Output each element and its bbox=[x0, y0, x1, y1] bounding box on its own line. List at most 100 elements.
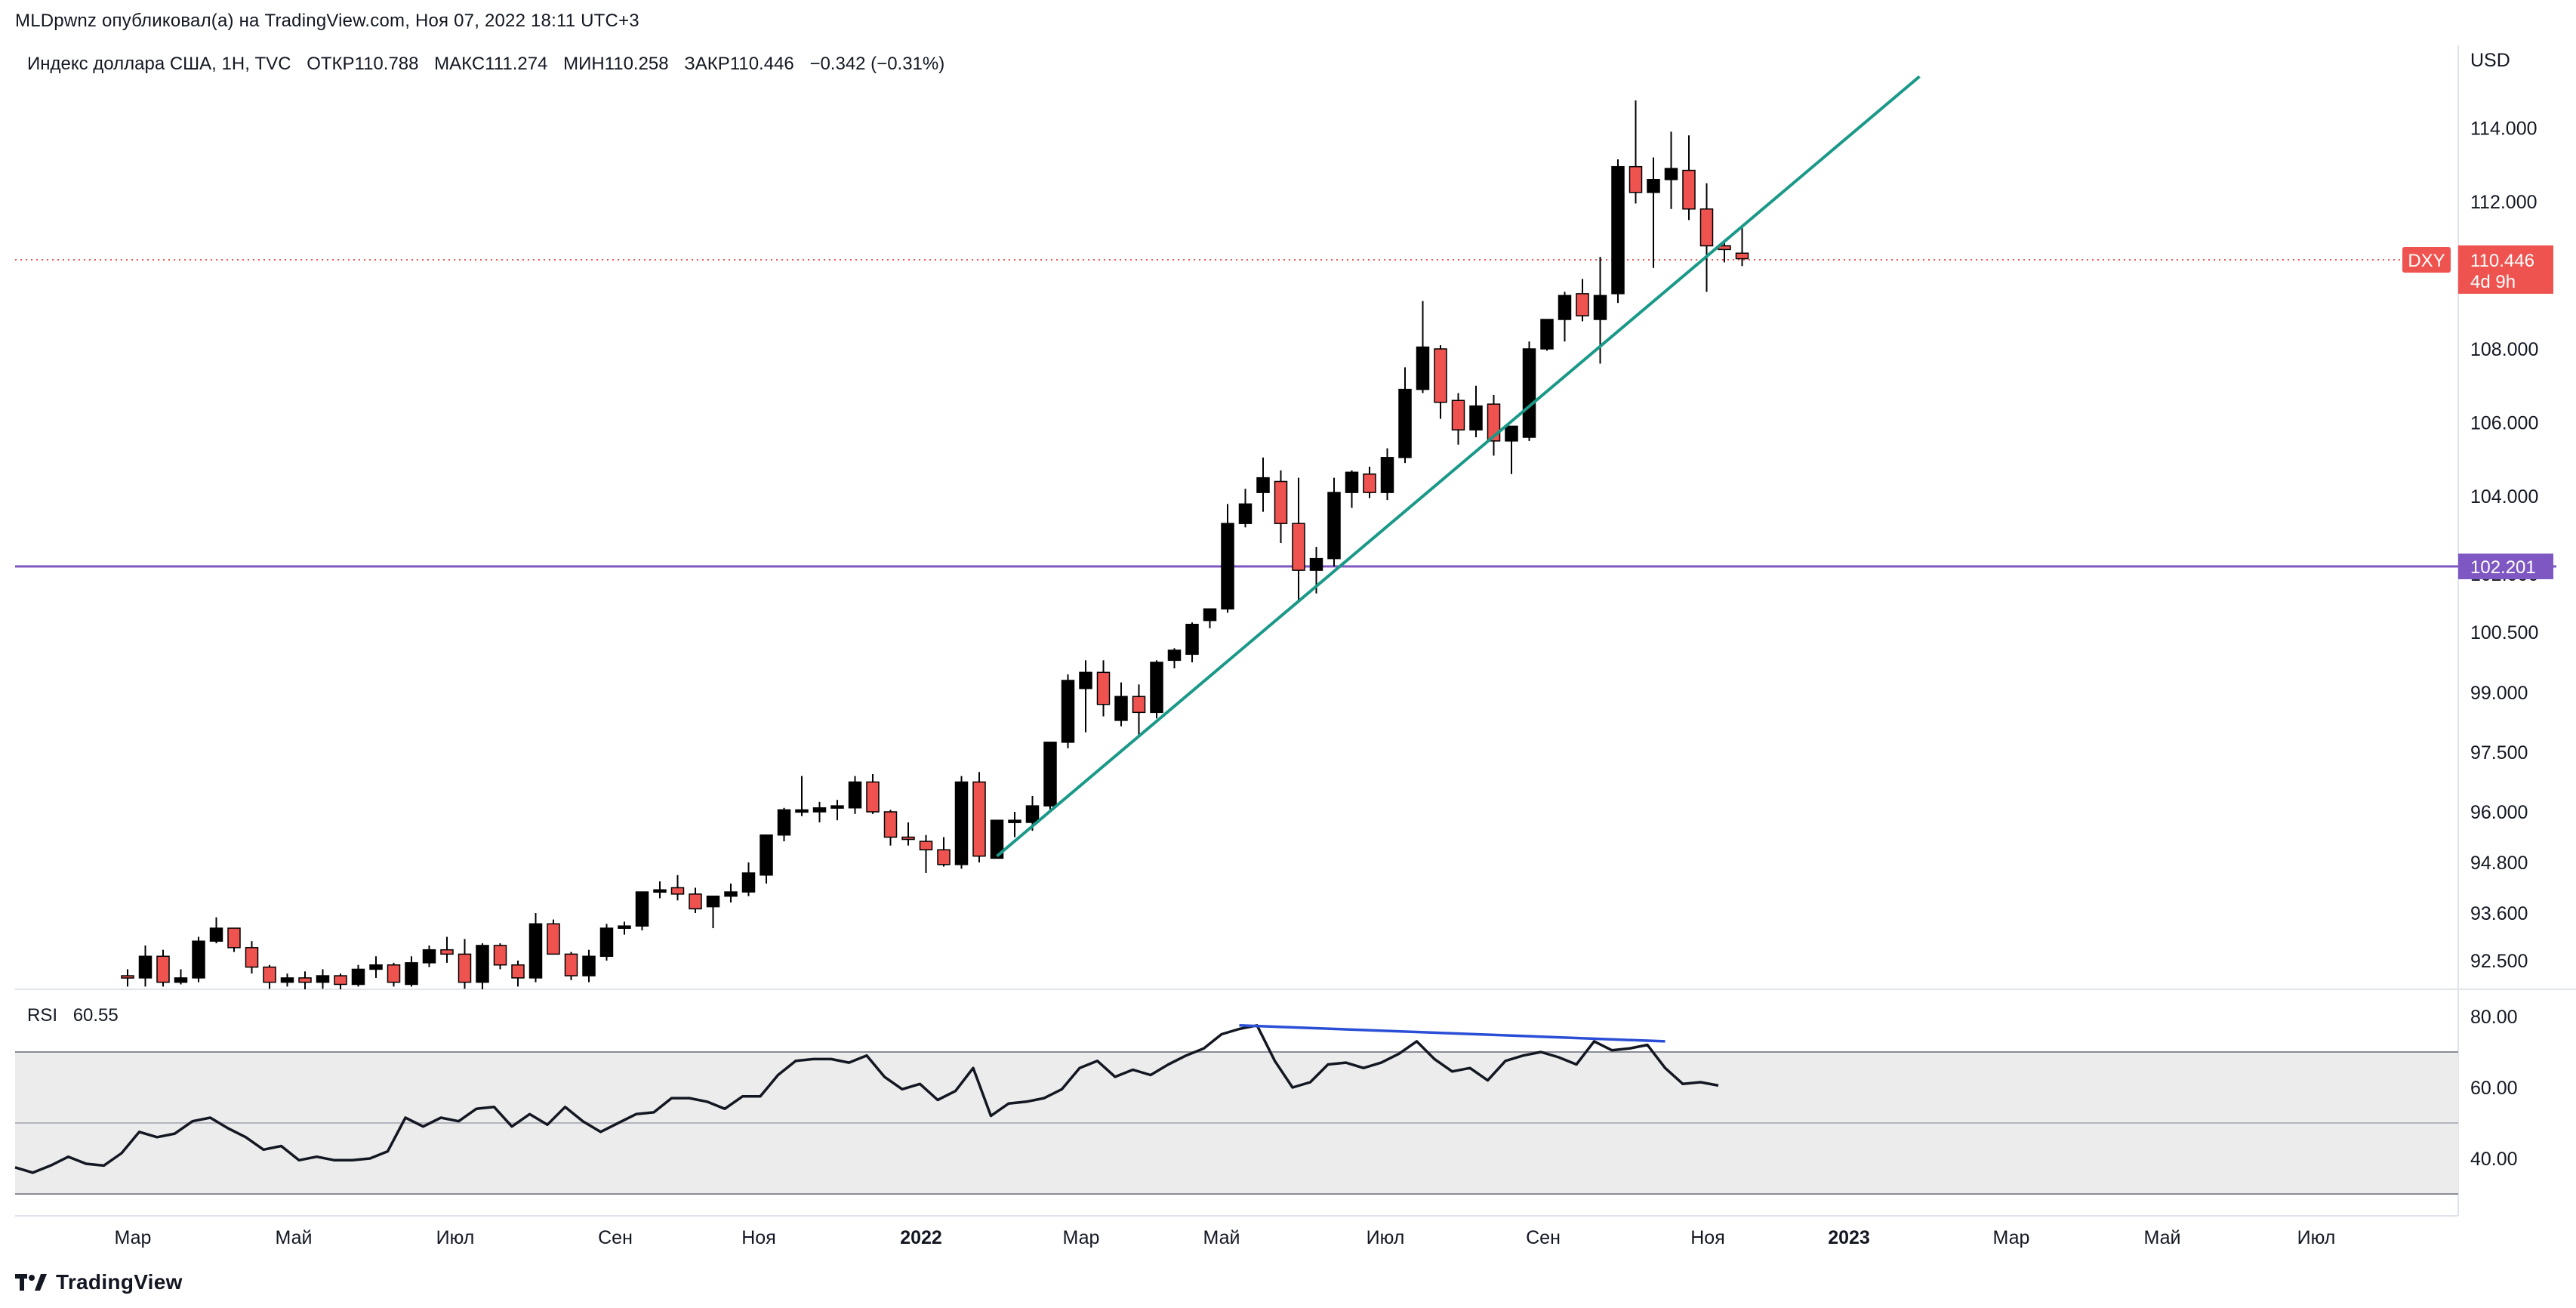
candle bbox=[1185, 622, 1199, 662]
candle-body bbox=[511, 964, 525, 979]
time-tick-label: Май bbox=[276, 1227, 313, 1248]
candle bbox=[528, 913, 543, 983]
trend-line[interactable] bbox=[996, 75, 1921, 858]
candle-body bbox=[954, 781, 969, 865]
candle bbox=[901, 822, 915, 846]
candle bbox=[476, 943, 489, 989]
rsi-tick-label: 40.00 bbox=[2470, 1149, 2518, 1170]
candle bbox=[405, 956, 418, 987]
candle-body bbox=[1150, 662, 1163, 714]
candle-body bbox=[795, 809, 809, 813]
candle bbox=[1576, 279, 1589, 322]
candle-body bbox=[280, 977, 294, 983]
time-tick-label: Сен bbox=[598, 1227, 633, 1248]
candle bbox=[1611, 159, 1625, 304]
time-tick-label: Ноя bbox=[1690, 1227, 1725, 1248]
candle-body bbox=[316, 975, 330, 983]
level-price-value: 102.201 bbox=[2470, 557, 2536, 578]
candle bbox=[1256, 457, 1270, 512]
candle bbox=[1416, 301, 1430, 393]
candle-body bbox=[1079, 671, 1092, 689]
candle bbox=[1469, 385, 1483, 437]
candle-body bbox=[724, 891, 738, 897]
candle bbox=[387, 962, 401, 987]
candle-body bbox=[1096, 671, 1111, 705]
candle bbox=[511, 961, 525, 987]
candle bbox=[1628, 100, 1643, 204]
candle-body bbox=[972, 781, 986, 857]
candle-body bbox=[1061, 680, 1075, 743]
candle bbox=[1664, 131, 1678, 209]
candle bbox=[1221, 504, 1234, 613]
candle-body bbox=[1008, 819, 1021, 823]
candle-body bbox=[1540, 319, 1554, 350]
candle bbox=[848, 776, 862, 814]
candle-body bbox=[1593, 295, 1607, 320]
candle-body bbox=[1416, 346, 1430, 390]
symbol-tag bbox=[2402, 247, 2451, 273]
candle-body bbox=[1292, 523, 1305, 571]
candle bbox=[883, 810, 898, 846]
candle-body bbox=[1398, 388, 1412, 458]
candle-body bbox=[883, 811, 898, 838]
candle-body bbox=[812, 807, 827, 813]
tradingview-logo[interactable]: TradingView bbox=[15, 1269, 183, 1296]
candle-body bbox=[405, 962, 418, 986]
candle-body bbox=[1203, 608, 1217, 622]
candle-body bbox=[1505, 425, 1518, 442]
candle-body bbox=[458, 953, 472, 983]
candle bbox=[1150, 660, 1163, 719]
price-tick-label: 112.000 bbox=[2470, 192, 2537, 213]
time-tick-label: Ноя bbox=[741, 1227, 776, 1248]
rsi-line bbox=[14, 1024, 1719, 1174]
candle bbox=[1274, 470, 1288, 543]
candle bbox=[1203, 608, 1217, 628]
candle-body bbox=[1699, 208, 1714, 247]
candle-body bbox=[1735, 252, 1749, 260]
candle bbox=[1043, 742, 1057, 810]
candle-body bbox=[1682, 169, 1696, 210]
candle bbox=[795, 776, 809, 816]
price-tick-label: 92.500 bbox=[2470, 951, 2528, 972]
candle bbox=[689, 887, 702, 913]
candle bbox=[741, 862, 756, 896]
candle-body bbox=[937, 849, 951, 865]
candle-body bbox=[1611, 165, 1625, 295]
price-tick-label: 100.500 bbox=[2470, 622, 2538, 643]
time-tick-label: 2022 bbox=[900, 1227, 942, 1248]
candle bbox=[1096, 660, 1111, 717]
candle-body bbox=[1576, 293, 1589, 316]
time-axis[interactable]: Мар Май Июл Сен Ноя 2022 Мар Май Июл Сен Ноя 2023 Ма… bbox=[115, 1227, 2336, 1248]
candle-body bbox=[245, 947, 259, 968]
candle bbox=[1327, 477, 1341, 566]
candle-body bbox=[653, 889, 667, 893]
candle-body bbox=[547, 923, 560, 955]
candle bbox=[812, 801, 827, 822]
candle bbox=[192, 936, 205, 983]
candle bbox=[1487, 394, 1501, 456]
candle-body bbox=[582, 955, 596, 976]
rsi-trend-line[interactable] bbox=[1239, 1024, 1665, 1043]
candle bbox=[1522, 341, 1536, 441]
candle-body bbox=[1221, 523, 1234, 610]
tradingview-wordmark: TradingView bbox=[56, 1270, 183, 1294]
candle-body bbox=[174, 977, 188, 983]
candle-body bbox=[760, 834, 773, 876]
candle-body bbox=[1114, 696, 1128, 721]
candle bbox=[564, 952, 578, 980]
candle bbox=[599, 924, 614, 961]
rsi-legend: RSI 60.55 bbox=[27, 1005, 119, 1026]
price-tick-label: 108.000 bbox=[2470, 339, 2538, 360]
candle bbox=[1380, 448, 1394, 501]
candle bbox=[1647, 157, 1660, 268]
rsi-axis[interactable]: 80.00 60.00 40.00 bbox=[2470, 1007, 2518, 1170]
candle bbox=[990, 819, 1004, 859]
candle-body bbox=[1363, 474, 1376, 493]
candle-body bbox=[1274, 480, 1288, 524]
candles-group bbox=[121, 100, 1749, 989]
price-tick-label: 97.500 bbox=[2470, 742, 2528, 764]
time-tick-label: Июл bbox=[436, 1227, 475, 1248]
candle bbox=[1540, 319, 1554, 351]
candle-body bbox=[1451, 399, 1465, 430]
